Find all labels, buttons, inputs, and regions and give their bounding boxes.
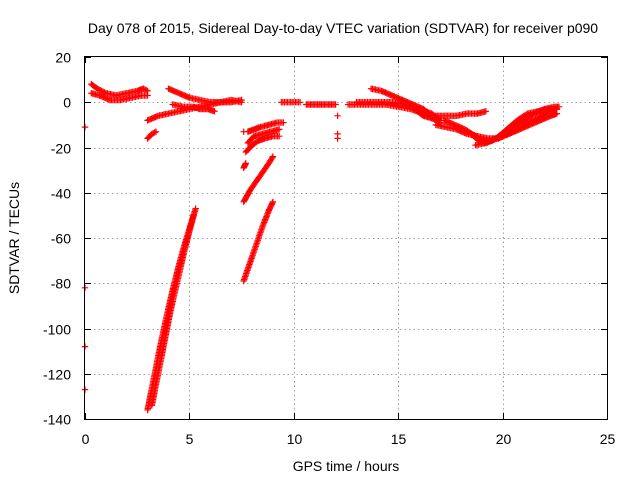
x-tick-label: 20 <box>496 431 512 447</box>
data-point-marks <box>88 90 151 104</box>
data-point-marks <box>411 105 442 122</box>
y-axis-label: SDTVAR / TECUs <box>6 182 22 294</box>
data-point-marks <box>240 153 277 205</box>
series-arc-2 <box>88 90 151 104</box>
y-tick-label: -20 <box>51 141 71 157</box>
y-tick-label: 20 <box>55 50 71 66</box>
x-tick-label: 0 <box>82 431 90 447</box>
data-point-marks <box>472 105 561 149</box>
series-arc-12 <box>242 133 283 156</box>
series-arc-10 <box>240 153 277 205</box>
x-tick-label: 10 <box>287 431 303 447</box>
data-point-marks <box>278 99 304 106</box>
x-tick-label: 5 <box>186 431 194 447</box>
data-point-marks <box>240 160 249 172</box>
series-arc-22 <box>411 105 442 122</box>
plot-frame <box>84 56 608 420</box>
data-point-marks <box>240 198 277 285</box>
series-arc-8 <box>148 212 197 409</box>
series-arc-13 <box>244 126 283 147</box>
series-arc-11 <box>240 160 249 172</box>
series-arc-23 <box>432 108 490 119</box>
data-point-marks <box>432 108 490 119</box>
x-axis-label: GPS time / hours <box>293 458 400 474</box>
y-tick-label: -40 <box>51 186 71 202</box>
series-arc-27 <box>472 105 561 149</box>
data-point-marks <box>240 128 247 135</box>
y-tick-label: -100 <box>43 322 71 338</box>
axis-ticks: 0 5 10 15 20 25 -140 -120 -100 -80 -60 -40 -20 0 20 <box>43 50 616 448</box>
data-point-marks <box>334 112 341 142</box>
x-tick-label: 25 <box>600 431 616 447</box>
series-arc-6 <box>144 128 160 142</box>
y-tick-label: -80 <box>51 276 71 292</box>
x-tick-label: 15 <box>391 431 407 447</box>
data-point-marks <box>303 101 339 108</box>
data-point-marks <box>169 101 218 115</box>
series-arc-16 <box>278 99 304 106</box>
data-point-marks <box>165 85 245 106</box>
y-tick-label: -140 <box>43 412 71 428</box>
series-arc-18 <box>334 112 341 142</box>
data-marks <box>81 80 563 414</box>
series-arc-14 <box>244 119 287 135</box>
series-arc-5 <box>169 101 218 115</box>
data-point-marks <box>148 212 197 409</box>
series-arc-4 <box>165 85 245 106</box>
series-arc-15 <box>240 128 247 135</box>
y-tick-label: -120 <box>43 367 71 383</box>
series-arc-9 <box>240 198 277 285</box>
data-point-marks <box>242 133 283 156</box>
y-tick-label: -60 <box>51 231 71 247</box>
series-arc-1 <box>88 80 151 99</box>
data-point-marks <box>244 126 283 147</box>
data-point-marks <box>144 128 160 142</box>
series-arc-17 <box>303 101 339 108</box>
chart-title: Day 078 of 2015, Sidereal Day-to-day VTE… <box>88 20 598 36</box>
y-tick-label: 0 <box>63 95 71 111</box>
grid-layer <box>85 57 607 419</box>
data-point-marks <box>88 80 151 99</box>
data-point-marks <box>244 119 287 135</box>
